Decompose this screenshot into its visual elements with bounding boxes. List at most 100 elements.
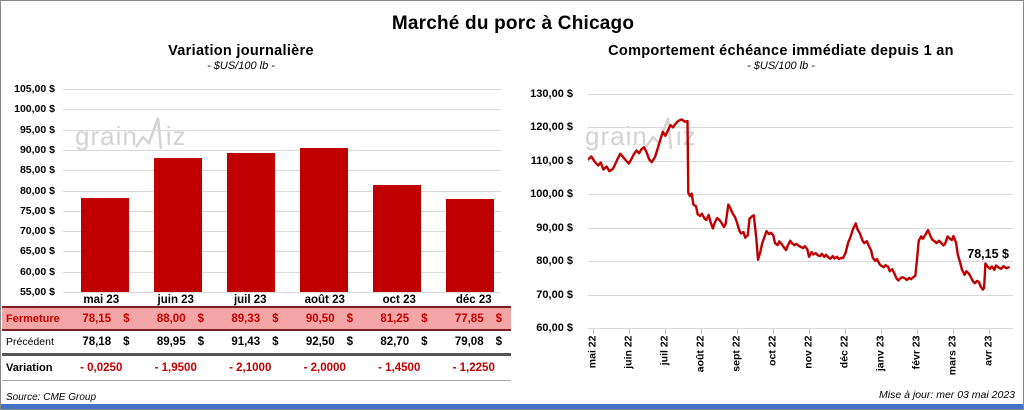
bar-chart-y-axis: 105,00 $ 100,00 $ 95,00 $ 90,00 $ 85,00 $ 80,… [1,83,59,299]
table-value-cell: - 1,9500 [138,356,213,381]
bar-déc-23 [446,199,494,292]
table-value-cell: - 1,4500 [362,356,437,381]
cell-amount: 79,08 [454,336,484,348]
bar-gridline [63,271,501,273]
line-xlabel-oct-22: oct 22 [766,335,779,366]
cell-amount: 92,50 [305,336,335,348]
table-row-label-var: Variation [2,356,64,381]
line-chart-title: Comportement échéance immédiate depuis 1… [608,43,954,59]
dollar-sign: $ [272,336,279,348]
line-xtick-mark [845,329,846,334]
cell-amount: 88,00 [156,312,186,325]
bar-chart-plot [63,89,501,293]
bar-ytick-label: 90,00 $ [19,143,55,156]
bar-ytick-label: 105,00 $ [14,83,55,95]
table-value-cell: 78,15 $ [64,306,139,331]
line-ytick-label: 80,00 $ [536,255,573,268]
line-gridline [588,160,1013,162]
line-xlabel-juil-22: juil 22 [658,335,671,366]
line-xtick-mark [773,329,774,334]
line-xtick-mark [989,329,990,334]
line-chart-subtitle: - $US/100 lb - [747,60,815,72]
cell-amount: 82,70 [380,336,410,348]
bar-gridline [63,109,501,111]
cell-amount: 81,25 [380,312,410,325]
line-xtick-mark [701,329,702,334]
table-value-cell: 79,08 $ [436,331,511,356]
dollar-sign: $ [346,312,353,325]
table-value-cell: - 0,0250 [64,356,139,381]
line-xtick-mark [881,329,882,334]
line-xlabel-janv-23: janv 23 [874,335,887,372]
line-xlabel-févr-23: févr 23 [910,335,923,370]
line-gridline [588,328,1013,329]
dollar-sign: $ [123,336,130,348]
bar-juin-23 [154,158,202,292]
line-xtick-mark [665,329,666,334]
line-xlabel-sept-22: sept 22 [730,335,743,372]
bar-gridline [63,149,501,151]
table-row-label-prev: Précédent [2,331,64,356]
cell-amount: 78,15 [82,312,112,325]
bar-gridline [63,190,501,192]
bar-chart-title: Variation journalière [168,43,314,59]
cell-amount: 90,50 [305,312,335,325]
dollar-sign: $ [495,336,502,348]
price-line-series [588,118,1010,291]
bar-juil-23 [227,152,275,292]
table-col-header: déc 23 [455,294,492,306]
dollar-sign: $ [123,312,130,325]
line-chart-y-axis: 130,00 $ 120,00 $ 110,00 $ 100,00 $ 90,00 $ 8… [501,88,577,339]
line-gridline [588,194,1013,196]
dollar-sign: $ [495,312,502,325]
table-value-cell: - 1,2250 [436,356,511,381]
table-value-cell: 89,95 $ [138,331,213,356]
cell-amount: 77,85 [454,312,484,325]
bar-ytick-label: 85,00 $ [19,164,55,177]
bar-gridline [63,210,501,212]
last-price-annotation: 78,15 $ [967,247,1009,261]
bar-ytick-label: 65,00 $ [19,245,55,258]
line-xtick-mark [809,329,810,334]
table-corner-cell [2,294,64,306]
table-value-cell: 81,25 $ [362,306,437,331]
table-value-cell: 77,85 $ [436,306,511,331]
line-ytick-label: 90,00 $ [536,221,573,234]
cell-amount: 89,33 [231,312,261,325]
line-xtick-mark [737,329,738,334]
table-value-cell: 92,50 $ [287,331,362,356]
quotes-table: mai 23 juin 23 juil 23 août 23 oct 23 déc 23 F… [2,294,511,381]
bar-ytick-label: 95,00 $ [19,123,55,136]
line-gridline [588,127,1013,129]
table-value-cell: 82,70 $ [362,331,437,356]
updated-note: Mise à jour: mer 03 mai 2023 [879,389,1015,401]
bar-août-23 [300,147,348,292]
table-value-cell: 88,00 $ [138,306,213,331]
line-xtick-mark [953,329,954,334]
table-value-cell: 78,18 $ [64,331,139,356]
bar-gridline [63,231,501,233]
source-note: Source: CME Group [6,392,97,403]
dollar-sign: $ [421,336,428,348]
bar-gridline [63,292,501,293]
bar-gridline [63,251,501,253]
line-gridline [588,94,1013,95]
bar-gridline [63,170,501,172]
line-xlabel-avr-23: avr 23 [982,335,995,366]
line-xtick-mark [629,329,630,334]
line-chart-plot: 78,15 $ [588,94,1013,329]
table-col-header: août 23 [304,294,345,306]
table-value-cell: 89,33 $ [213,306,288,331]
bar-chart-header: Variation journalière - $US/100 lb - [1,43,481,72]
cell-amount: 91,43 [231,336,261,348]
line-gridline [588,261,1013,263]
dollar-sign: $ [197,336,204,348]
cell-amount: 78,18 [82,336,112,348]
bar-ytick-label: 60,00 $ [19,265,55,278]
bar-ytick-label: 55,00 $ [19,286,55,298]
line-ytick-label: 130,00 $ [530,88,573,100]
line-xlabel-août-22: août 22 [694,335,707,373]
cell-amount: 89,95 [156,336,186,348]
line-xlabel-mars-23: mars 23 [946,335,959,376]
